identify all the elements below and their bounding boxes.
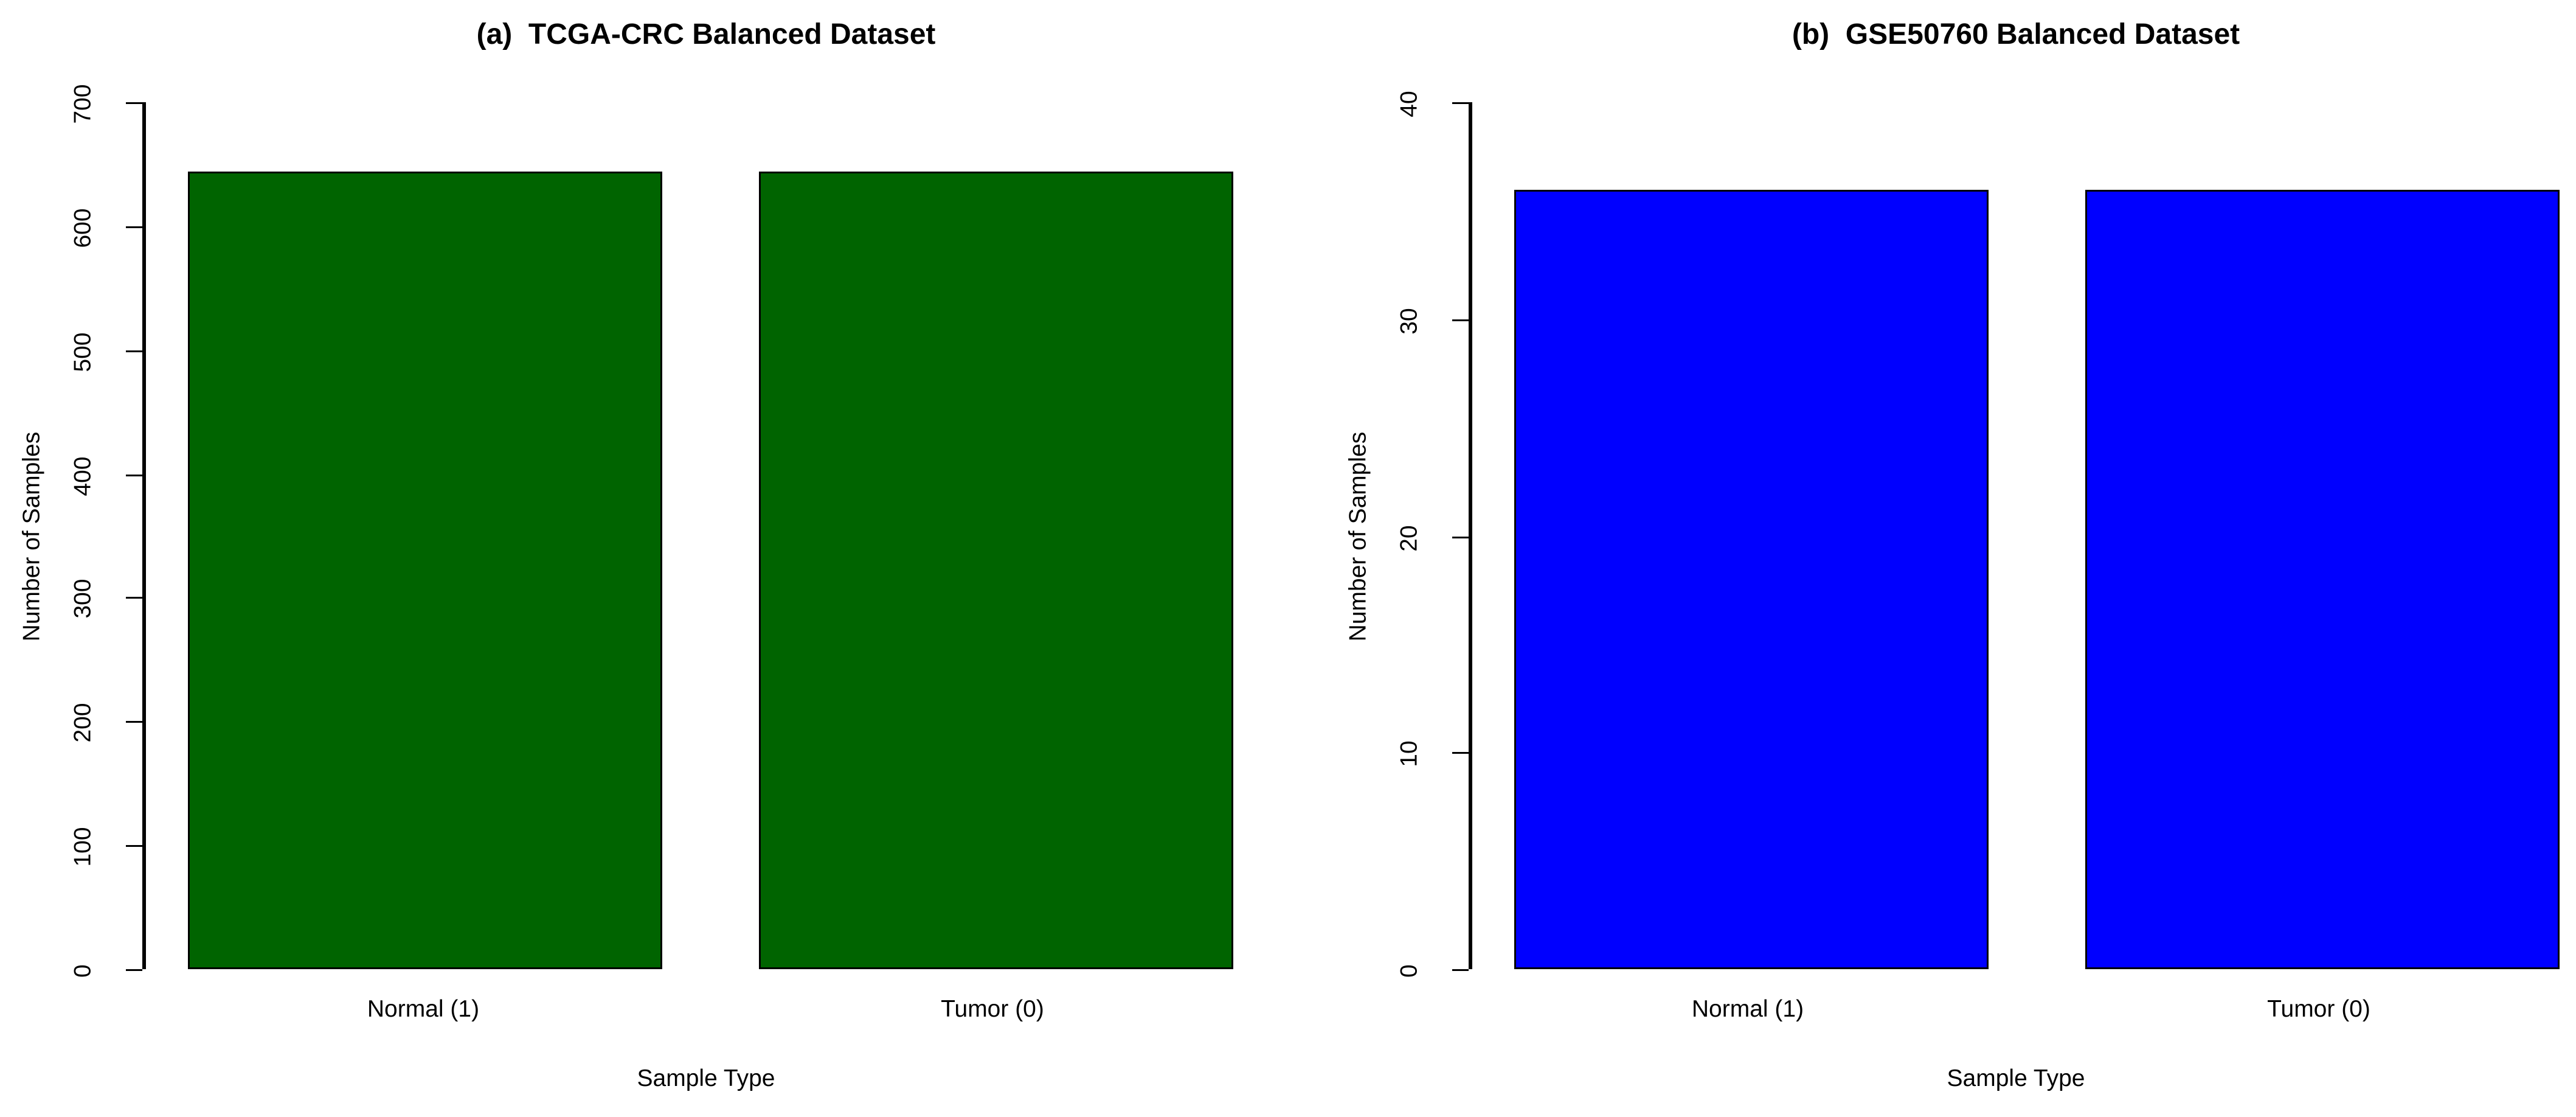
y-tick: 0 [1395, 964, 1469, 978]
y-tick: 100 [69, 827, 142, 867]
y-tick: 30 [1395, 308, 1469, 334]
y-tick-label: 10 [1394, 741, 1422, 768]
category-label-tumor-b: Tumor (0) [2267, 995, 2370, 1022]
y-tick: 40 [1395, 91, 1469, 117]
y-tick-label: 0 [1394, 964, 1422, 978]
y-tick: 700 [69, 84, 142, 124]
y-tick-label: 0 [68, 964, 96, 978]
y-tick-label: 300 [68, 579, 96, 619]
y-tick-label: 500 [68, 332, 96, 372]
y-tick: 0 [69, 964, 142, 978]
y-tick-label: 700 [68, 84, 96, 124]
y-tick: 300 [69, 580, 142, 619]
category-label-tumor-a: Tumor (0) [941, 995, 1044, 1022]
y-tick: 20 [1395, 524, 1469, 551]
chart-title-b: (b) GSE50760 Balanced Dataset [1792, 20, 2240, 51]
y-tick-label: 30 [1394, 307, 1422, 334]
chart-title-a: (a) TCGA-CRC Balanced Dataset [476, 20, 936, 51]
x-axis-label-a: Sample Type [637, 1064, 775, 1091]
x-axis-label-b: Sample Type [1947, 1064, 2085, 1091]
y-tick-label: 400 [68, 456, 96, 496]
y-tick: 10 [1395, 741, 1469, 767]
category-label-normal-a: Normal (1) [367, 995, 480, 1022]
y-tick: 600 [69, 208, 142, 248]
y-tick-label: 200 [68, 703, 96, 743]
bar-normal-b [1514, 189, 1989, 969]
y-tick-label: 100 [68, 827, 96, 867]
y-tick-label: 600 [68, 207, 96, 248]
panel-tcga-crc: (a) TCGA-CRC Balanced Dataset 700 600 50… [18, 20, 1273, 1091]
category-label-normal-b: Normal (1) [1691, 995, 1804, 1022]
y-tick: 400 [69, 456, 142, 495]
y-axis-label-b: Number of Samples [1343, 431, 1371, 641]
y-tick-label: 20 [1394, 524, 1422, 551]
y-tick: 200 [69, 703, 142, 743]
bar-normal-a [188, 172, 662, 969]
y-tick: 500 [69, 332, 142, 372]
y-axis-label-a: Number of Samples [17, 431, 45, 641]
bar-tumor-b [2085, 189, 2560, 969]
y-tick-label: 40 [1394, 91, 1422, 117]
plot-area-b: 40 30 20 10 0 Number of Samples [1344, 91, 2567, 978]
panel-gse50760: (b) GSE50760 Balanced Dataset 40 30 20 1… [1288, 0, 2576, 1117]
bar-tumor-a [759, 172, 1233, 969]
plot-area-a: 700 600 500 400 300 200 100 0 Number of … [18, 84, 1273, 978]
